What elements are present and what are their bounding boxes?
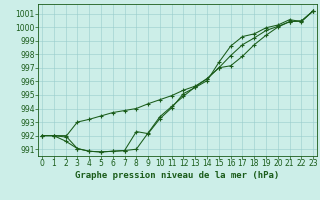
X-axis label: Graphe pression niveau de la mer (hPa): Graphe pression niveau de la mer (hPa)	[76, 171, 280, 180]
